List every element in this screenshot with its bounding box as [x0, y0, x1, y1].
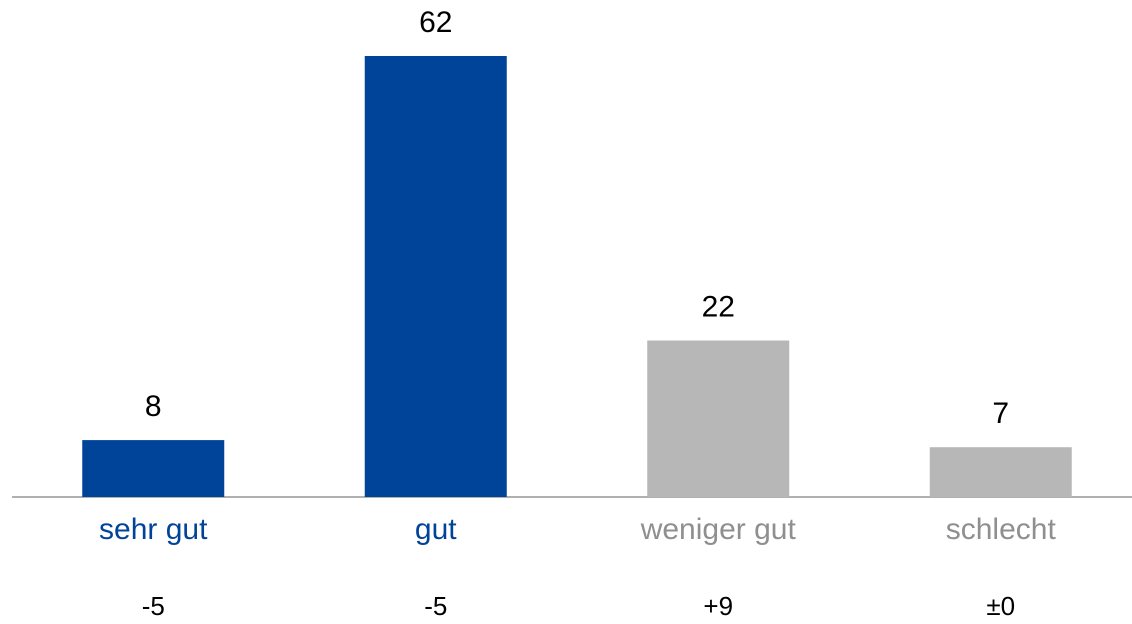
- bar: [82, 440, 225, 497]
- x-tick-label: weniger gut: [640, 513, 797, 546]
- change-label: -5: [424, 591, 447, 621]
- change-label: ±0: [986, 591, 1015, 621]
- x-tick-label: schlecht: [946, 513, 1057, 546]
- x-tick-label: gut: [415, 513, 457, 546]
- value-label: 8: [145, 390, 162, 423]
- value-label: 7: [992, 397, 1009, 430]
- change-label: -5: [142, 591, 165, 621]
- value-label: 62: [419, 6, 452, 39]
- bar: [929, 447, 1072, 497]
- bar: [647, 340, 790, 497]
- value-label: 22: [702, 290, 735, 323]
- change-label: +9: [703, 591, 733, 621]
- bar: [364, 56, 507, 497]
- x-tick-label: sehr gut: [99, 513, 208, 546]
